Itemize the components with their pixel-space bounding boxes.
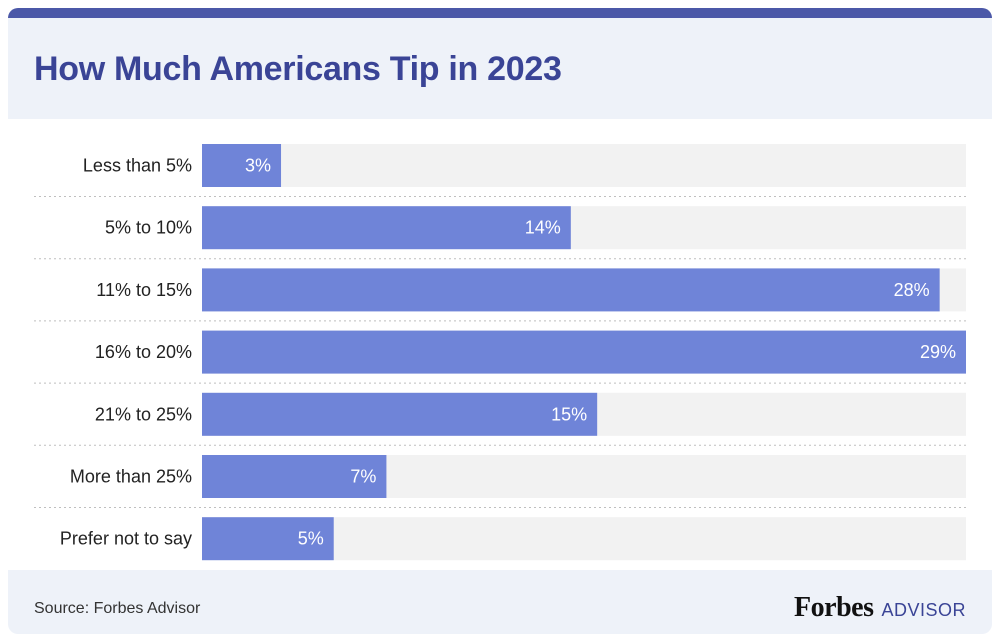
- bar: [202, 330, 966, 374]
- category-label: 21% to 25%: [95, 404, 192, 424]
- brand-name: Forbes: [794, 592, 874, 623]
- value-label: 29%: [920, 342, 956, 362]
- infographic-card: How Much Americans Tip in 2023 Less than…: [8, 8, 992, 634]
- bar: [202, 268, 940, 312]
- source-note: Source: Forbes Advisor: [34, 600, 201, 617]
- category-label: 16% to 20%: [95, 342, 192, 362]
- chart-area: Less than 5% 3% 5% to 10% 14% 11% to 15% 28% 1…: [8, 119, 992, 571]
- value-label: 7%: [350, 467, 376, 487]
- bar-chart: Less than 5% 3% 5% to 10% 14% 11% to 15% 28% 1…: [34, 144, 966, 561]
- chart-title: How Much Americans Tip in 2023: [34, 50, 562, 88]
- bar: [202, 392, 598, 436]
- bar: [202, 455, 387, 498]
- forbes-advisor-logo: Forbes ADVISOR: [794, 592, 966, 624]
- category-label: More than 25%: [70, 467, 192, 487]
- category-label: Less than 5%: [83, 156, 192, 176]
- footer: Source: Forbes Advisor Forbes ADVISOR: [8, 570, 992, 634]
- bar: [202, 517, 334, 561]
- category-label: 11% to 15%: [96, 280, 192, 300]
- value-label: 14%: [525, 218, 561, 238]
- bar-track: [202, 144, 966, 187]
- value-label: 5%: [298, 529, 324, 549]
- value-label: 28%: [894, 280, 930, 300]
- brand-sub: ADVISOR: [881, 600, 966, 620]
- header: How Much Americans Tip in 2023: [8, 18, 992, 119]
- category-label: Prefer not to say: [60, 529, 192, 549]
- bar: [202, 144, 282, 187]
- value-label: 3%: [245, 156, 271, 176]
- bar: [202, 206, 571, 250]
- value-label: 15%: [551, 404, 587, 424]
- category-label: 5% to 10%: [105, 218, 192, 238]
